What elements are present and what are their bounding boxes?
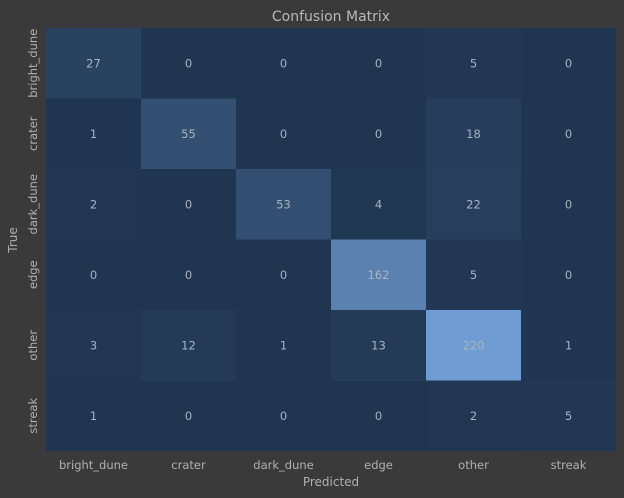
heatmap-cell-value-2-0: 2 — [90, 197, 97, 211]
heatmap-cell-5-4 — [426, 380, 521, 451]
heatmap-cell-value-3-4: 5 — [470, 268, 477, 282]
x-tick-label-crater: crater — [171, 458, 206, 472]
heatmap-cell-value-1-4: 18 — [466, 127, 481, 141]
y-tick-label-dark-dune: dark_dune — [26, 174, 40, 234]
heatmap-cell-value-4-1: 12 — [181, 338, 196, 352]
heatmap-cell-1-5 — [521, 98, 616, 169]
heatmap-cell-0-2 — [236, 28, 331, 99]
heatmap-cell-value-3-3: 162 — [368, 268, 390, 282]
heatmap-cell-value-1-0: 1 — [90, 127, 97, 141]
heatmap-cell-value-4-0: 3 — [90, 338, 97, 352]
heatmap-cell-2-5 — [521, 169, 616, 240]
heatmap-cell-value-4-2: 1 — [280, 338, 287, 352]
heatmap-cell-3-4 — [426, 239, 521, 310]
heatmap-cell-2-3 — [331, 169, 426, 240]
x-axis-tick-labels: bright_dune crater dark_dune edge other strea… — [59, 458, 587, 472]
heatmap-cell-5-5 — [521, 380, 616, 451]
heatmap-cell-4-0 — [46, 310, 141, 381]
heatmap-cell-value-0-0: 27 — [86, 56, 101, 70]
heatmap-cell-3-0 — [46, 239, 141, 310]
heatmap-cell-2-0 — [46, 169, 141, 240]
heatmap-cell-value-2-2: 53 — [276, 197, 291, 211]
heatmap-cell-1-2 — [236, 98, 331, 169]
x-tick-label-streak: streak — [551, 458, 587, 472]
heatmap-cell-value-4-4: 220 — [463, 338, 485, 352]
heatmap-cell-value-1-5: 0 — [565, 127, 572, 141]
x-tick-label-dark-dune: dark_dune — [253, 458, 313, 472]
heatmap-cell-4-5 — [521, 310, 616, 381]
heatmap-cell-value-2-1: 0 — [185, 197, 192, 211]
heatmap-cell-5-2 — [236, 380, 331, 451]
heatmap-cell-value-1-2: 0 — [280, 127, 287, 141]
heatmap-cell-4-1 — [141, 310, 236, 381]
heatmap-cell-value-0-1: 0 — [185, 56, 192, 70]
heatmap-cell-5-3 — [331, 380, 426, 451]
heatmap-cell-value-5-2: 0 — [280, 409, 287, 423]
heatmap-cell-4-3 — [331, 310, 426, 381]
heatmap-cell-0-1 — [141, 28, 236, 99]
heatmap-cell-value-5-4: 2 — [470, 409, 477, 423]
heatmap-cell-0-4 — [426, 28, 521, 99]
heatmap-cell-1-3 — [331, 98, 426, 169]
heatmap-cells — [46, 28, 616, 451]
x-axis-label: Predicted — [303, 475, 359, 489]
x-tick-label-edge: edge — [364, 458, 393, 472]
heatmap-cell-value-1-1: 55 — [181, 127, 196, 141]
y-axis-label: True — [6, 227, 20, 254]
x-tick-label-bright-dune: bright_dune — [59, 458, 128, 472]
y-tick-label-bright-dune: bright_dune — [26, 29, 40, 98]
heatmap-cell-value-1-3: 0 — [375, 127, 382, 141]
heatmap-cell-2-1 — [141, 169, 236, 240]
heatmap-cell-value-5-0: 1 — [90, 409, 97, 423]
heatmap-cell-5-1 — [141, 380, 236, 451]
heatmap-cell-value-2-4: 22 — [466, 197, 481, 211]
heatmap-cell-4-2 — [236, 310, 331, 381]
heatmap-cell-value-3-5: 0 — [565, 268, 572, 282]
heatmap-cell-value-5-1: 0 — [185, 409, 192, 423]
heatmap-cell-1-0 — [46, 98, 141, 169]
heatmap-cell-2-4 — [426, 169, 521, 240]
heatmap-cell-3-1 — [141, 239, 236, 310]
heatmap-cell-0-3 — [331, 28, 426, 99]
heatmap-cell-1-4 — [426, 98, 521, 169]
y-tick-label-crater: crater — [26, 116, 40, 151]
heatmap-cell-2-2 — [236, 169, 331, 240]
heatmap-cell-value-2-5: 0 — [565, 197, 572, 211]
y-tick-label-edge: edge — [26, 260, 40, 289]
heatmap-cell-0-5 — [521, 28, 616, 99]
heatmap-cell-value-2-3: 4 — [375, 197, 382, 211]
heatmap-cell-value-3-1: 0 — [185, 268, 192, 282]
heatmap-cell-labels: 27 0 0 0 5 01 55 0 0 18 02 0 53 4 22 00 0 0 162 5 03 12 1 13 220… — [86, 56, 572, 423]
heatmap-cell-value-5-5: 5 — [565, 409, 572, 423]
heatmap-cell-0-0 — [46, 28, 141, 99]
y-tick-label-streak: streak — [26, 398, 40, 434]
heatmap-cell-value-0-3: 0 — [375, 56, 382, 70]
heatmap-cell-1-1 — [141, 98, 236, 169]
heatmap-cell-value-4-5: 1 — [565, 338, 572, 352]
heatmap-cell-3-2 — [236, 239, 331, 310]
heatmap-cell-value-0-5: 0 — [565, 56, 572, 70]
heatmap-cell-value-0-4: 5 — [470, 56, 477, 70]
heatmap-cell-value-5-3: 0 — [375, 409, 382, 423]
heatmap-cell-4-4 — [426, 310, 521, 381]
heatmap-cell-5-0 — [46, 380, 141, 451]
chart-title: Confusion Matrix — [272, 9, 390, 25]
heatmap-cell-value-4-3: 13 — [371, 338, 386, 352]
heatmap-cell-3-5 — [521, 239, 616, 310]
x-tick-label-other: other — [458, 458, 489, 472]
heatmap-cell-value-3-0: 0 — [90, 268, 97, 282]
heatmap-cell-value-3-2: 0 — [280, 268, 287, 282]
y-tick-label-other: other — [26, 330, 40, 361]
heatmap-cell-value-0-2: 0 — [280, 56, 287, 70]
heatmap-cell-3-3 — [331, 239, 426, 310]
